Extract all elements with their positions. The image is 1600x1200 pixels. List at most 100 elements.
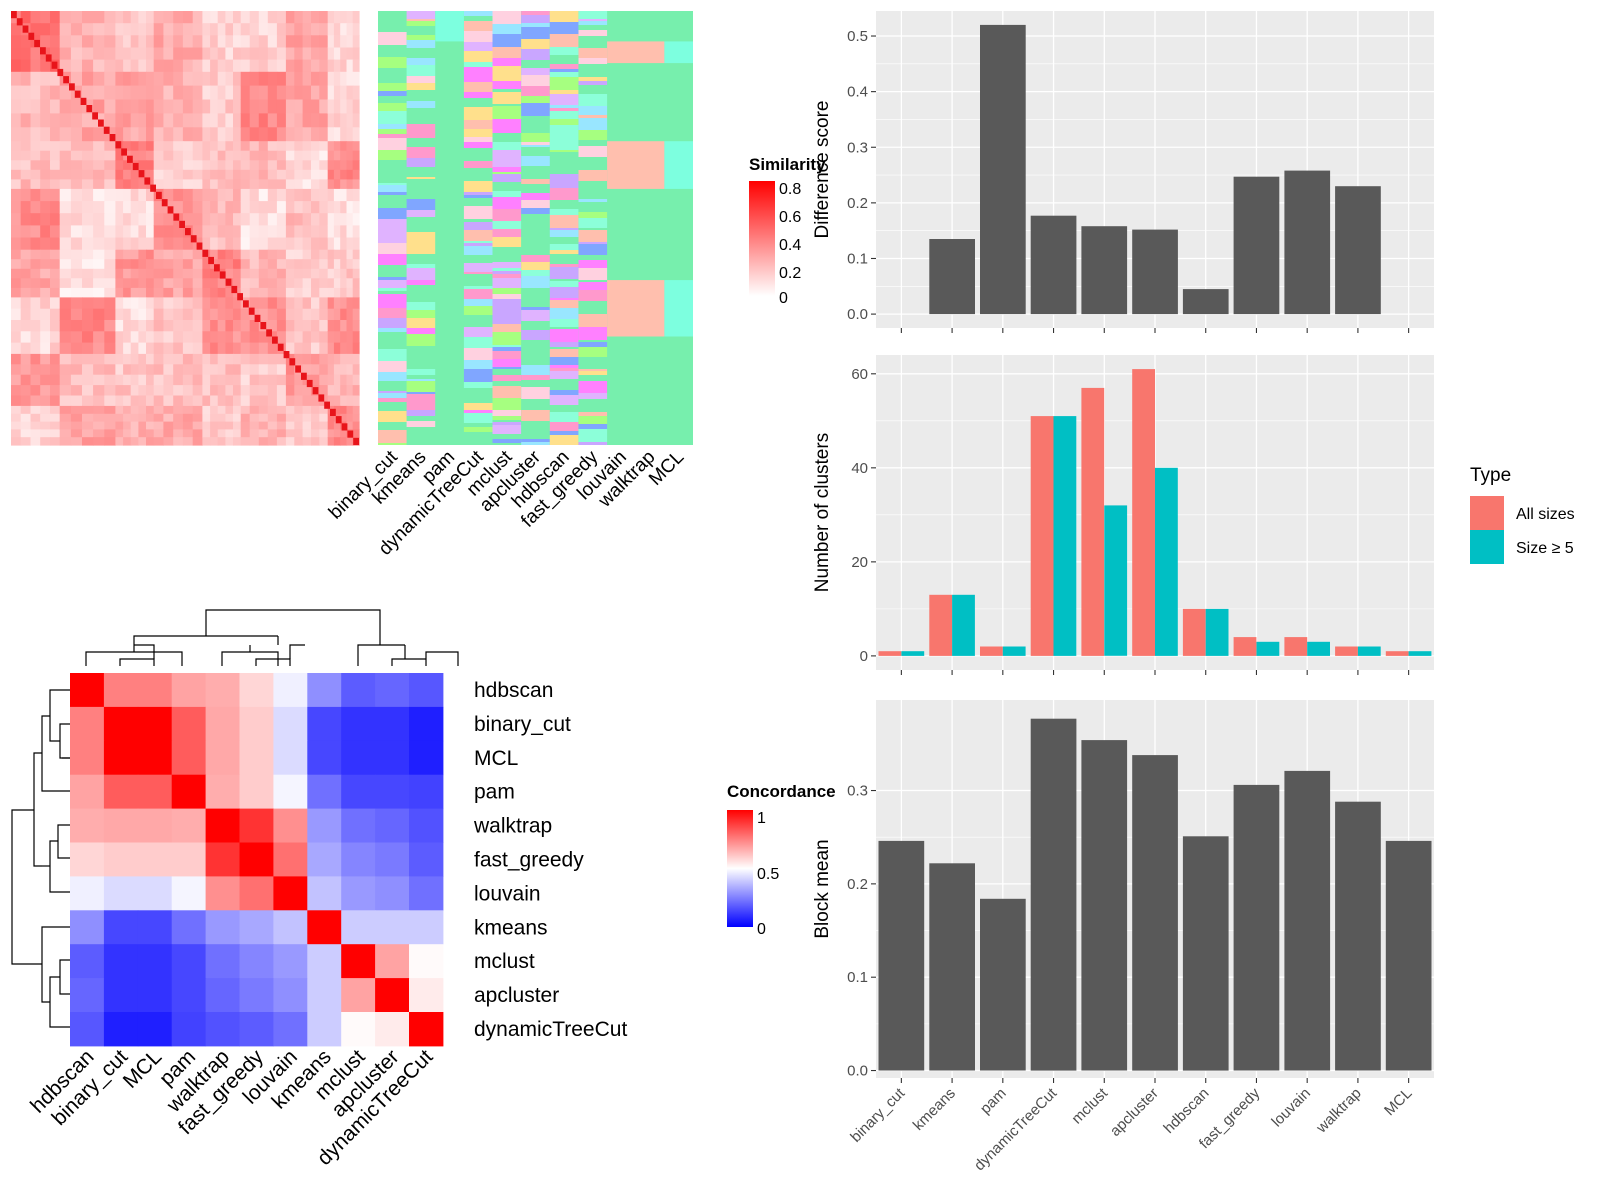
similarity-diagonal-cell bbox=[289, 358, 296, 366]
similarity-block bbox=[340, 127, 348, 142]
similarity-block bbox=[202, 320, 211, 332]
similarity-block bbox=[311, 421, 320, 430]
concordance-cell bbox=[341, 944, 376, 979]
similarity-block bbox=[138, 11, 147, 24]
similarity-block bbox=[233, 342, 242, 355]
similarity-block bbox=[82, 160, 94, 171]
similarity-block bbox=[346, 374, 354, 386]
similarity-block bbox=[346, 421, 354, 430]
similarity-block bbox=[146, 413, 155, 423]
similarity-block bbox=[163, 395, 174, 407]
similarity-block bbox=[82, 179, 94, 190]
similarity-block bbox=[267, 35, 278, 49]
concordance-cell bbox=[205, 842, 240, 877]
similarity-block bbox=[40, 297, 51, 310]
similarity-block bbox=[217, 308, 226, 321]
similarity-block bbox=[50, 160, 61, 171]
similarity-diagonal-cell bbox=[161, 199, 168, 207]
assignment-stripe bbox=[378, 443, 407, 445]
similarity-block bbox=[311, 437, 320, 446]
similarity-block bbox=[276, 213, 287, 226]
similarity-block bbox=[346, 395, 354, 407]
similarity-block bbox=[11, 331, 22, 344]
similarity-block bbox=[138, 385, 147, 397]
similarity-block bbox=[59, 249, 72, 260]
similarity-block bbox=[249, 85, 260, 101]
similarity-block bbox=[192, 160, 203, 171]
similarity-block bbox=[130, 364, 139, 376]
assignment-stripe bbox=[406, 242, 436, 254]
similarity-block bbox=[240, 113, 251, 128]
similarity-block bbox=[163, 268, 174, 279]
similarity-block bbox=[192, 23, 203, 36]
similarity-block bbox=[192, 297, 203, 310]
similarity-block bbox=[11, 297, 22, 310]
similarity-diagonal-cell bbox=[115, 141, 122, 149]
similarity-block bbox=[333, 308, 341, 321]
similarity-diagonal-cell bbox=[132, 162, 139, 171]
similarity-block bbox=[311, 308, 320, 321]
similarity-block bbox=[294, 268, 304, 279]
similarity-block bbox=[70, 160, 83, 171]
similarity-block bbox=[217, 287, 226, 298]
bar bbox=[1233, 784, 1280, 1071]
concordance-legend-tick: 0.5 bbox=[757, 866, 779, 883]
similarity-block bbox=[182, 237, 194, 251]
similarity-block bbox=[30, 213, 41, 226]
similarity-block bbox=[130, 141, 139, 152]
similarity-block bbox=[319, 237, 329, 251]
similarity-block bbox=[267, 308, 278, 321]
bar-size-5 bbox=[1002, 646, 1026, 656]
similarity-block bbox=[285, 421, 295, 430]
assignment-stripe bbox=[406, 65, 436, 76]
similarity-block bbox=[346, 413, 354, 423]
similarity-block bbox=[146, 188, 155, 202]
similarity-block bbox=[163, 385, 174, 397]
similarity-block bbox=[327, 59, 335, 73]
similarity-block bbox=[267, 59, 278, 73]
similarity-block bbox=[202, 11, 211, 24]
similarity-block bbox=[123, 413, 132, 423]
similarity-block bbox=[340, 385, 348, 397]
similarity-block bbox=[340, 179, 348, 190]
similarity-block bbox=[285, 278, 295, 289]
similarity-block bbox=[130, 421, 139, 430]
similarity-block bbox=[210, 85, 219, 101]
similarity-block bbox=[11, 237, 22, 251]
similarity-block bbox=[192, 150, 203, 161]
assignment-stripe bbox=[578, 412, 608, 416]
similarity-block bbox=[50, 99, 61, 114]
similarity-block bbox=[11, 99, 22, 114]
similarity-block bbox=[59, 237, 72, 251]
similarity-diagonal-cell bbox=[318, 394, 325, 402]
similarity-block bbox=[93, 342, 105, 355]
similarity-block bbox=[333, 160, 341, 171]
similarity-block bbox=[267, 127, 278, 142]
assignment-stripe bbox=[378, 208, 407, 219]
y-tick-label: 0.0 bbox=[847, 306, 868, 323]
similarity-block bbox=[40, 364, 51, 376]
similarity-block bbox=[346, 437, 354, 446]
concordance-cell bbox=[409, 774, 444, 810]
similarity-block bbox=[50, 413, 61, 423]
assignment-stripe bbox=[378, 129, 407, 131]
similarity-block bbox=[50, 320, 61, 332]
similarity-block bbox=[40, 278, 51, 289]
similarity-block bbox=[340, 237, 348, 251]
concordance-cell bbox=[409, 876, 444, 911]
assignment-stripe bbox=[378, 134, 407, 138]
similarity-block bbox=[138, 35, 147, 49]
assignment-stripe bbox=[406, 399, 436, 410]
similarity-block bbox=[240, 405, 251, 415]
assignment-stripe bbox=[521, 439, 550, 442]
similarity-block bbox=[352, 213, 360, 226]
similarity-block bbox=[59, 405, 72, 415]
assignment-stripe bbox=[406, 328, 436, 334]
similarity-diagonal-cell bbox=[295, 365, 301, 373]
similarity-block bbox=[267, 429, 278, 438]
similarity-block bbox=[233, 35, 242, 49]
assignment-stripe bbox=[492, 24, 522, 34]
similarity-block bbox=[202, 268, 211, 279]
assignment-stripe bbox=[463, 67, 493, 79]
